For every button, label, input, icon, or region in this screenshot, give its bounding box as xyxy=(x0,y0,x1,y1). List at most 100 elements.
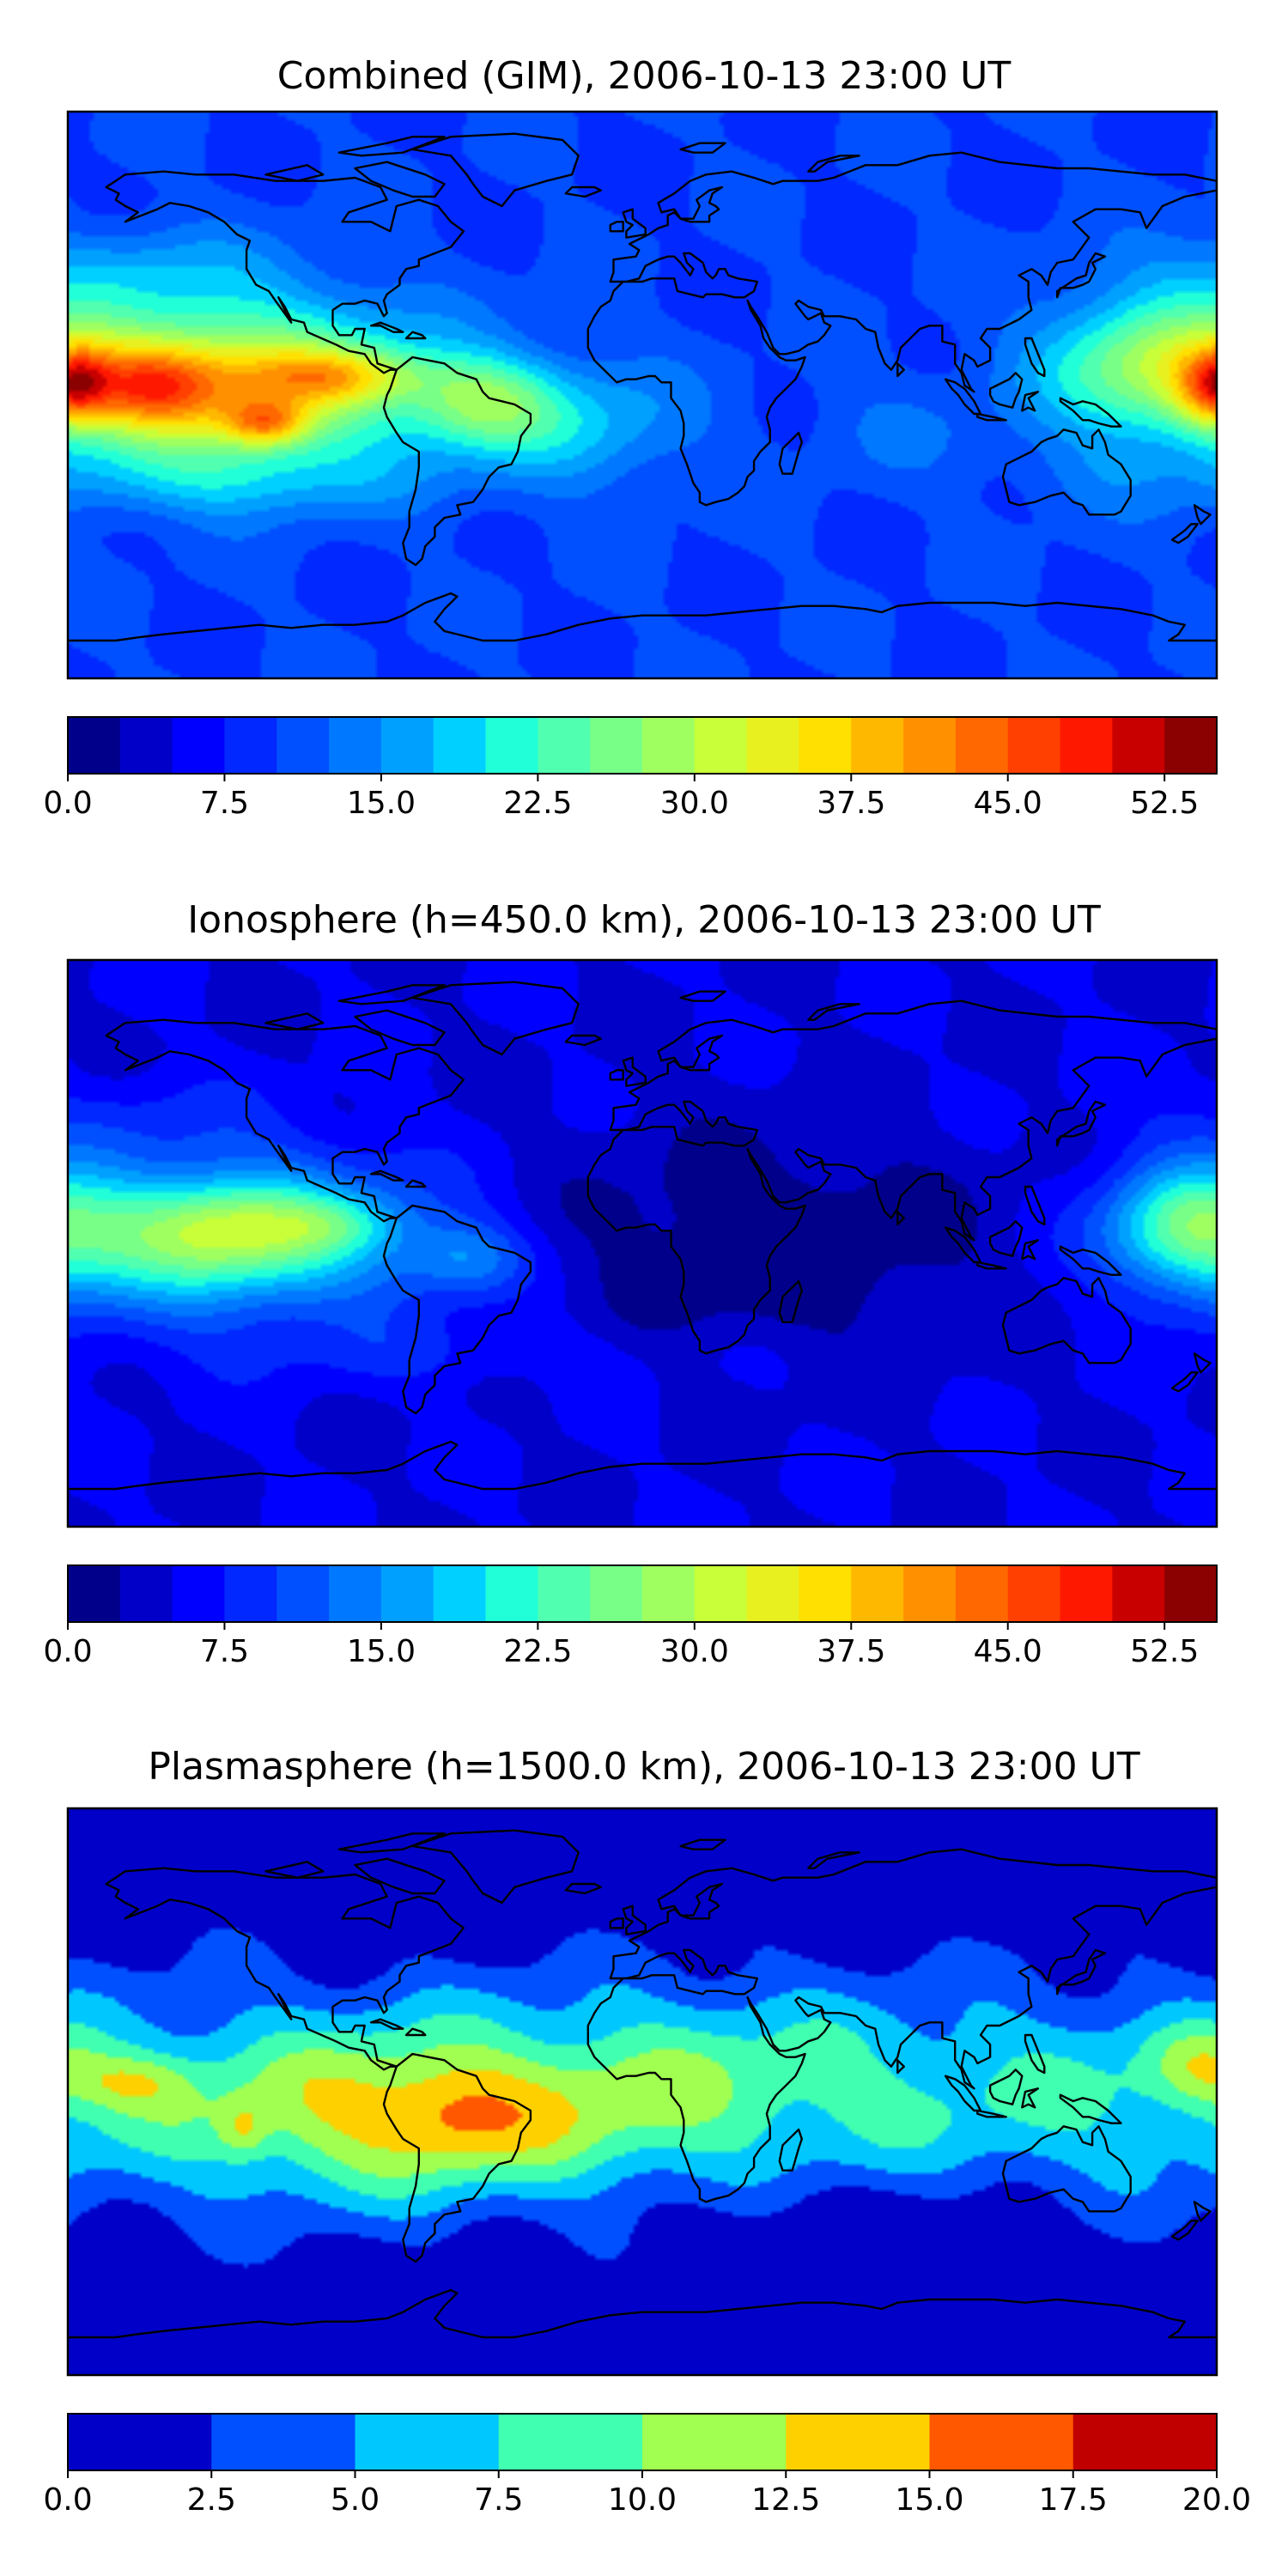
ellesmere-island-coastline xyxy=(337,984,446,1005)
greenland-coastline xyxy=(411,981,580,1056)
colorbar-tick-label: 52.5 xyxy=(1130,786,1199,821)
ionosphere-panel: Ionosphere (h=450.0 km), 2006-10-13 23:0… xyxy=(43,898,1218,1669)
colorbar-segment xyxy=(1072,2414,1218,2470)
iceland-coastline xyxy=(564,1034,602,1047)
plasmasphere-title: Plasmasphere (h=1500.0 km), 2006-10-13 2… xyxy=(148,1745,1139,1789)
hispaniola-coastline xyxy=(404,1179,427,1188)
colorbar-tick-label: 12.5 xyxy=(751,2482,820,2518)
colorbar-segment xyxy=(799,717,852,774)
colorbar-segment xyxy=(786,2414,931,2470)
cuba-coastline xyxy=(369,1170,404,1182)
colorbar-segment xyxy=(211,2414,356,2470)
philippines-coastline xyxy=(1024,1185,1046,1226)
colorbar-segment xyxy=(68,1565,121,1622)
eurasia-africa-coastline xyxy=(586,999,1217,1355)
colorbar-tick-label: 15.0 xyxy=(895,2482,963,2518)
colorbar-tick-label: 0.0 xyxy=(43,1634,92,1669)
madagascar-coastline xyxy=(778,1279,803,1323)
colorbar-segment xyxy=(380,1565,434,1622)
colorbar-segment xyxy=(955,1565,1009,1622)
british-isles-coastline xyxy=(622,1056,647,1087)
eurasia-africa-coastline xyxy=(586,151,1217,507)
north-america-coastline xyxy=(105,170,465,374)
colorbar-segment xyxy=(642,1565,696,1622)
colorbar-tick-label: 22.5 xyxy=(503,1634,572,1669)
antarctica-coastline xyxy=(68,1440,1217,1491)
colorbar-segment xyxy=(380,717,434,774)
south-america-coastline xyxy=(382,1204,532,1415)
java-coastline xyxy=(976,1261,1007,1270)
colorbar-segment xyxy=(1112,1565,1165,1622)
new-zealand-south-coastline xyxy=(1170,523,1199,544)
sri-lanka-coastline xyxy=(896,1211,905,1226)
colorbar-segment xyxy=(538,1565,591,1622)
colorbar-segment xyxy=(68,2414,212,2470)
colorbar-segment xyxy=(172,1565,226,1622)
colorbar-segment xyxy=(433,1565,487,1622)
colorbar-tick-label: 45.0 xyxy=(974,786,1042,821)
colorbar-segment xyxy=(694,717,748,774)
cuba-coastline xyxy=(369,2018,404,2030)
svalbard-coastline xyxy=(679,990,726,1002)
sulawesi-coastline xyxy=(1021,2087,1040,2109)
colorbar-segment xyxy=(68,717,121,774)
colorbar-segment xyxy=(276,1565,330,1622)
combined-gim-colorbar: 0.0 7.5 15.0 22.5 30.0 37.5 45.0 52.5 xyxy=(43,716,1218,821)
colorbar-tick-label: 30.0 xyxy=(660,786,729,821)
plasmasphere-colorbar: 0.0 2.5 5.0 7.5 10.0 12.5 15.0 17.5 20.0 xyxy=(43,2413,1251,2518)
colorbar-segment xyxy=(355,2414,500,2470)
british-isles-coastline xyxy=(622,208,647,239)
victoria-island-coastline xyxy=(264,164,325,182)
combined-gim-map xyxy=(66,110,1218,680)
colorbar-tick-label: 20.0 xyxy=(1182,2482,1251,2518)
colorbar-segment xyxy=(903,1565,957,1622)
sri-lanka-coastline xyxy=(896,362,905,378)
colorbar-segment xyxy=(799,1565,852,1622)
new-zealand-north-coastline xyxy=(1193,504,1212,526)
colorbar-segment xyxy=(485,717,538,774)
colorbar-segment xyxy=(851,717,904,774)
colorbar-segment xyxy=(1007,1565,1061,1622)
colorbar-tick-label: 37.5 xyxy=(817,1634,885,1669)
baffin-island-coastline xyxy=(354,161,446,198)
colorbar-frame xyxy=(67,1564,1218,1623)
borneo-coastline xyxy=(988,2069,1024,2105)
map-frame xyxy=(66,1807,1218,2377)
colorbar-segment xyxy=(590,717,643,774)
colorbar-segment xyxy=(590,1565,643,1622)
colorbar-tick-label: 5.0 xyxy=(331,2482,380,2518)
colorbar-segment xyxy=(955,717,1009,774)
colorbar-tick-label: 37.5 xyxy=(817,786,885,821)
sri-lanka-coastline xyxy=(896,2059,905,2075)
combined-gim-title: Combined (GIM), 2006-10-13 23:00 UT xyxy=(277,54,1012,98)
madagascar-coastline xyxy=(778,431,803,475)
australia-coastline xyxy=(1001,2125,1132,2213)
java-coastline xyxy=(976,412,1007,422)
colorbar-tick-label: 15.0 xyxy=(347,786,416,821)
ireland-coastline xyxy=(609,221,624,233)
novaya-zemlya-coastline xyxy=(807,1003,860,1021)
colorbar-tick-label: 30.0 xyxy=(660,1634,729,1669)
colorbar-segment xyxy=(1007,717,1061,774)
ellesmere-island-coastline xyxy=(337,1832,446,1854)
colorbar-segment xyxy=(1164,1565,1218,1622)
australia-coastline xyxy=(1001,428,1132,516)
colorbar-tick-label: 0.0 xyxy=(43,786,92,821)
plasmasphere-panel: Plasmasphere (h=1500.0 km), 2006-10-13 2… xyxy=(43,1745,1251,2518)
ionosphere-title: Ionosphere (h=450.0 km), 2006-10-13 23:0… xyxy=(187,898,1101,942)
hispaniola-coastline xyxy=(404,331,427,340)
new-zealand-north-coastline xyxy=(1193,2201,1212,2222)
victoria-island-coastline xyxy=(264,1012,325,1030)
contour-field xyxy=(68,112,1217,678)
colorbar-segment xyxy=(329,1565,382,1622)
contour-field xyxy=(68,1808,1217,2375)
colorbar-tick-label: 15.0 xyxy=(347,1634,416,1669)
colorbar-tick-label: 7.5 xyxy=(474,2482,523,2518)
colorbar-segment xyxy=(642,717,696,774)
eurasia-africa-coastline xyxy=(586,1848,1217,2203)
novaya-zemlya-coastline xyxy=(807,155,860,173)
new-guinea-coastline xyxy=(1059,1245,1122,1276)
colorbar-segment xyxy=(851,1565,904,1622)
antarctica-coastline xyxy=(68,2288,1217,2339)
